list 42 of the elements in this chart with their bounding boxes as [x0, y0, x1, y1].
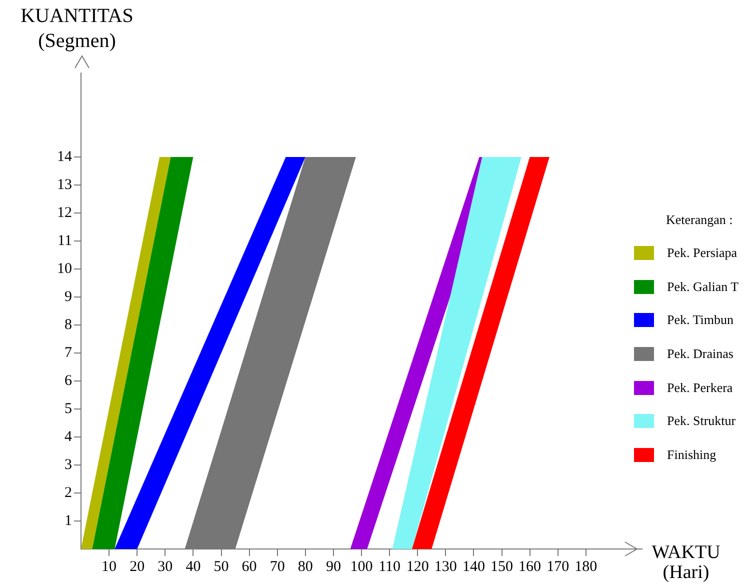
- x-tick-label: 140: [462, 558, 485, 575]
- legend-label: Pek. Timbun: [667, 312, 734, 328]
- y-tick-label: 4: [64, 428, 72, 445]
- y-tick-label: 8: [64, 316, 72, 333]
- y-tick-label: 11: [58, 232, 72, 249]
- legend-label: Pek. Struktur: [667, 413, 736, 430]
- legend-label: Pek. Galian T: [667, 278, 739, 295]
- x-axis-title: WAKTU (Hari): [650, 542, 722, 583]
- x-tick-label: 50: [214, 558, 229, 575]
- y-tick-label: 7: [64, 344, 72, 361]
- x-tick-label: 90: [326, 558, 341, 575]
- y-tick-label: 14: [57, 148, 72, 165]
- x-tick-label: 150: [490, 558, 513, 575]
- y-tick-label: 2: [64, 484, 72, 501]
- y-tick-label: 5: [64, 400, 72, 417]
- legend-label: Finishing: [667, 446, 716, 463]
- x-tick-label: 80: [298, 558, 313, 575]
- x-tick-label: 120: [406, 558, 429, 575]
- x-tick-label: 40: [186, 558, 201, 575]
- x-tick-label: 60: [242, 558, 257, 575]
- y-axis-title: KUANTITAS (Segmen): [20, 4, 134, 54]
- x-tick-label: 10: [102, 558, 117, 575]
- y-tick-label: 12: [57, 204, 72, 221]
- legend-title: Keterangan :: [666, 212, 734, 229]
- x-tick-label: 20: [130, 558, 145, 575]
- x-tick-label: 110: [378, 558, 401, 575]
- x-tick-label: 30: [158, 558, 173, 575]
- x-tick-label: 180: [574, 558, 598, 575]
- x-tick-label: 100: [350, 558, 373, 575]
- legend-label: Pek. Perkera: [667, 380, 733, 396]
- y-tick-label: 10: [57, 260, 72, 277]
- y-tick-label: 3: [64, 456, 72, 473]
- x-tick-label: 70: [270, 558, 285, 575]
- x-tick-label: 160: [518, 558, 542, 575]
- legend-label: Pek. Persiapa: [667, 244, 738, 261]
- y-tick-label: 9: [64, 288, 72, 305]
- y-tick-label: 6: [64, 372, 72, 389]
- y-tick-label: 13: [57, 176, 72, 193]
- y-tick-label: 1: [64, 512, 72, 529]
- x-tick-label: 130: [434, 558, 457, 575]
- legend-label: Pek. Drainas: [667, 346, 734, 362]
- x-tick-label: 170: [546, 558, 570, 575]
